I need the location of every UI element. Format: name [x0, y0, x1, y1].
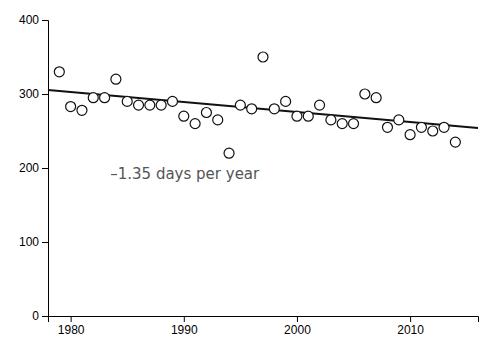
point	[122, 96, 132, 106]
point	[167, 96, 177, 106]
tick-mark	[42, 20, 48, 21]
point	[269, 104, 279, 114]
y-axis-line	[42, 21, 49, 317]
point	[134, 100, 144, 110]
tick-label: 2010	[397, 323, 424, 337]
tick-label: 100	[19, 235, 39, 249]
point	[156, 100, 166, 110]
point	[360, 89, 370, 99]
point	[371, 93, 381, 103]
point	[54, 67, 64, 77]
point	[213, 115, 223, 125]
tick-label: 200	[19, 161, 39, 175]
point	[66, 102, 76, 112]
tick: 2000	[284, 316, 311, 337]
tick-label: 0	[32, 309, 39, 323]
point	[337, 119, 347, 129]
point	[394, 115, 404, 125]
point	[428, 126, 438, 136]
tick-mark	[71, 316, 72, 322]
annotation: –1.35 days per year	[110, 165, 260, 183]
tick-mark	[297, 316, 298, 322]
point	[100, 93, 110, 103]
point	[88, 93, 98, 103]
tick: 200	[19, 161, 48, 175]
tick-mark	[42, 94, 48, 95]
point	[111, 74, 121, 84]
point	[77, 105, 87, 115]
tick: 2010	[397, 316, 424, 337]
tick: 1980	[58, 316, 85, 337]
x-axis: 1980 1990 2000 2010	[49, 316, 479, 337]
tick: 400	[19, 13, 48, 27]
tick-label: 1990	[171, 323, 198, 337]
tick-label: 1980	[58, 323, 85, 337]
tick-mark	[42, 242, 48, 243]
tick-label: 2000	[284, 323, 311, 337]
tick: 0	[32, 309, 48, 323]
tick: 300	[19, 87, 48, 101]
point	[303, 111, 313, 121]
point	[439, 122, 449, 132]
point	[292, 111, 302, 121]
tick-mark	[184, 316, 185, 322]
tick-label: 400	[19, 13, 39, 27]
point	[235, 100, 245, 110]
tick: 1990	[171, 316, 198, 337]
point	[450, 137, 460, 147]
point	[382, 122, 392, 132]
y-axis: 0 100 200 300 400	[19, 13, 49, 323]
point	[405, 130, 415, 140]
point	[258, 52, 268, 62]
point	[179, 111, 189, 121]
point	[315, 100, 325, 110]
point	[416, 122, 426, 132]
point	[201, 108, 211, 118]
tick-mark	[42, 168, 48, 169]
point	[349, 119, 359, 129]
point	[224, 148, 234, 158]
tick-mark	[410, 316, 411, 322]
x-axis-line	[49, 317, 479, 323]
point	[190, 119, 200, 129]
plot-area: 1980 1990 2000 2010 0 100 200 300 400 –1.35 days …	[19, 13, 479, 336]
trend-line	[48, 90, 478, 128]
tick: 100	[19, 235, 48, 249]
point	[281, 96, 291, 106]
tick-mark	[42, 316, 48, 317]
chart: 1980 1990 2000 2010 0 100 200 300 400 –1.35 days …	[0, 0, 500, 350]
point	[326, 115, 336, 125]
marks	[48, 52, 478, 158]
point	[145, 100, 155, 110]
tick-label: 300	[19, 87, 39, 101]
point	[247, 104, 257, 114]
